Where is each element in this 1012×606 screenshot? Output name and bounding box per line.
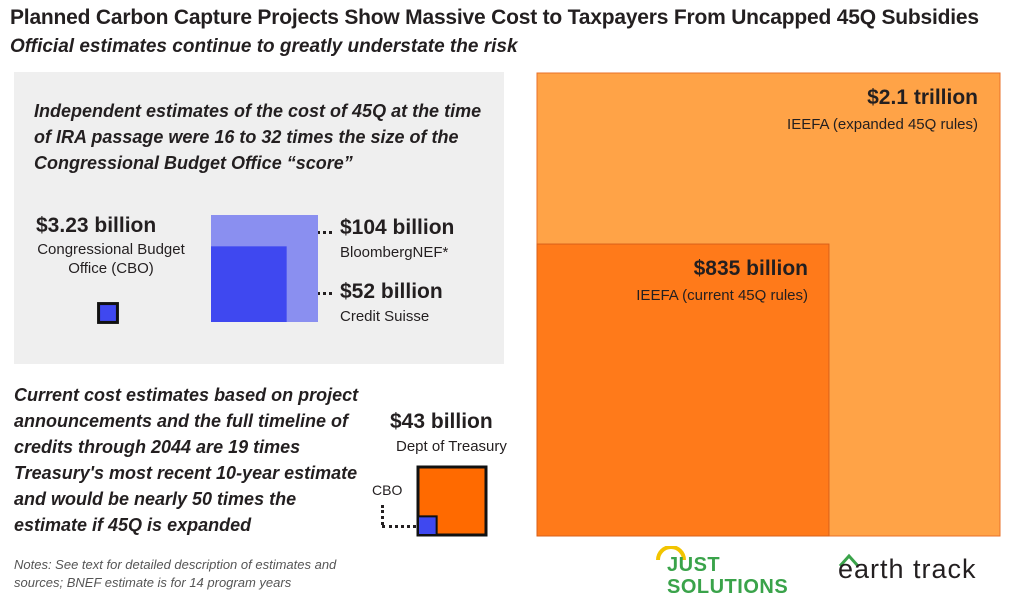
cbo-square-small [417, 515, 438, 536]
cbo-small-label: CBO [372, 482, 403, 498]
earth-track-house-icon [838, 553, 860, 568]
cbo-square [97, 302, 119, 324]
cbo-small-leader-horizontal [382, 525, 416, 528]
chart-subtitle: Official estimates continue to greatly u… [10, 36, 518, 57]
bnef-value-label: $104 billion [340, 216, 455, 239]
cbo-source-label: Congressional Budget Office (CBO) [37, 241, 185, 277]
intro-text: Independent estimates of the cost of 45Q… [34, 101, 482, 173]
current-estimates-text: Current cost estimates based on project … [14, 385, 359, 535]
ieefa-current-square [536, 243, 830, 537]
treasury-value-label: $43 billion [390, 410, 493, 433]
chart-title: Planned Carbon Capture Projects Show Mas… [10, 6, 979, 29]
ieefa-current-value-label: $835 billion [693, 257, 808, 280]
ieefa-current-source-label: IEEFA (current 45Q rules) [636, 287, 808, 304]
just-solutions-logo-line2: SOLUTIONS [667, 576, 789, 598]
bnef-source-label: BloombergNEF* [340, 244, 449, 261]
notes-text: Notes: See text for detailed description… [14, 557, 337, 590]
just-solutions-logo-line1: JUST [667, 554, 721, 576]
cs-source-label: Credit Suisse [340, 308, 430, 325]
credit-suisse-square [211, 246, 287, 322]
treasury-source-label: Dept of Treasury [396, 438, 507, 455]
earth-track-logo: earth track [838, 554, 977, 584]
cbo-small-leader-vertical [381, 505, 384, 525]
ieefa-expanded-value-label: $2.1 trillion [867, 86, 978, 109]
just-solutions-sun-icon [656, 546, 686, 561]
cbo-value-label: $3.23 billion [36, 214, 157, 237]
ieefa-expanded-source-label: IEEFA (expanded 45Q rules) [787, 116, 978, 133]
cs-value-label: $52 billion [340, 280, 443, 303]
